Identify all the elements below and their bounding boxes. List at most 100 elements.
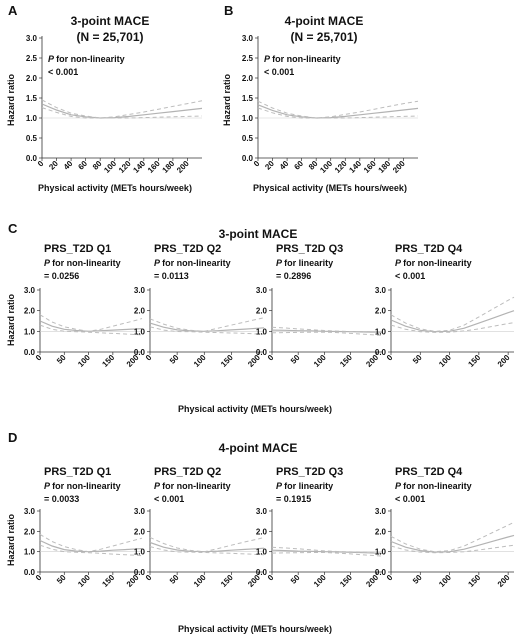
y-tick-label: 0.0	[375, 568, 387, 577]
ci-upper-line	[41, 99, 203, 119]
x-tick-label: 50	[168, 353, 181, 366]
y-tick-label: 3.0	[256, 286, 268, 295]
x-tick-label: 100	[192, 573, 208, 589]
y-tick-label: 2.0	[375, 307, 387, 316]
y-tick-label: 0.0	[256, 348, 268, 357]
x-tick-label: 150	[100, 573, 116, 589]
p-label: P for non-linearity	[44, 258, 121, 268]
y-tick-label: 3.0	[24, 507, 36, 516]
y-tick-label: 3.0	[134, 286, 146, 295]
p-label: P for non-linearity	[44, 481, 121, 491]
y-tick-label: 1.0	[375, 548, 387, 557]
y-tick-label: 3.0	[24, 286, 36, 295]
y-tick-label: 0.0	[242, 154, 254, 163]
chart-panel-d2: PRS_T2D Q3 P for linearity = 0.1915 0.0 1.0 2…	[256, 466, 383, 589]
subpanel-title: PRS_T2D Q1	[44, 466, 111, 478]
y-tick-label: 2.0	[24, 307, 36, 316]
x-tick-label: 0	[252, 159, 262, 169]
y-tick-label: 3.0	[375, 286, 387, 295]
y-tick-label: 3.0	[242, 34, 254, 43]
chart-panel-d1: PRS_T2D Q2 P for non-linearity < 0.001 0.0 1…	[134, 466, 265, 589]
hazard-ratio-line	[149, 541, 265, 553]
hazard-ratio-line	[149, 322, 265, 332]
y-tick-label: 3.0	[26, 34, 38, 43]
y-tick-label: 1.0	[134, 327, 146, 336]
ci-lower-line	[390, 544, 515, 554]
panel-d-xlabel: Physical activity (METs hours/week)	[178, 624, 332, 634]
subpanel-title: PRS_T2D Q4	[395, 243, 463, 255]
panel-c-ylabel: Hazard ratio	[6, 293, 16, 346]
chart-panel-d3: PRS_T2D Q4 P for non-linearity < 0.001 0.0 1…	[375, 466, 515, 589]
y-tick-label: 3.0	[375, 507, 387, 516]
y-tick-label: 1.0	[26, 114, 38, 123]
y-tick-label: 2.0	[134, 307, 146, 316]
panel-letter-c: C	[8, 221, 18, 236]
ci-upper-line	[271, 326, 383, 334]
x-tick-label: 140	[131, 159, 147, 175]
y-tick-label: 1.5	[26, 94, 38, 103]
ci-lower-line	[271, 552, 383, 557]
ci-lower-line	[390, 322, 515, 333]
x-tick-label: 60	[76, 159, 89, 172]
x-tick-label: 120	[333, 159, 349, 175]
ci-upper-line	[271, 546, 383, 554]
y-tick-label: 2.0	[242, 74, 254, 83]
y-tick-label: 1.0	[375, 327, 387, 336]
p-value: = 0.0113	[154, 271, 189, 281]
chart-panel-b: P for non-linearity < 0.001 0.0 0.5 1.0 1.5 2.…	[242, 34, 419, 175]
subpanel-title: PRS_T2D Q1	[44, 243, 111, 255]
hazard-ratio-line	[39, 320, 143, 332]
x-tick-label: 150	[219, 573, 235, 589]
x-tick-label: 0	[36, 159, 46, 169]
ci-upper-line	[149, 536, 265, 553]
panel-d-ylabel: Hazard ratio	[6, 513, 16, 566]
x-tick-label: 100	[437, 573, 453, 589]
x-tick-label: 150	[100, 353, 116, 369]
x-tick-label: 50	[411, 353, 424, 366]
y-tick-label: 0.0	[375, 348, 387, 357]
panel-b-xlabel: Physical activity (METs hours/week)	[253, 183, 407, 193]
panel-letter-b: B	[224, 3, 233, 18]
p-value: < 0.001	[395, 494, 425, 504]
x-tick-label: 180	[377, 159, 393, 175]
x-tick-label: 150	[466, 573, 482, 589]
x-tick-label: 150	[338, 353, 354, 369]
x-tick-label: 40	[278, 159, 291, 172]
x-tick-label: 0	[34, 573, 44, 583]
x-tick-label: 0	[266, 353, 276, 363]
panel-b-title: 4-point MACE	[285, 14, 364, 28]
panel-a-ylabel: Hazard ratio	[6, 73, 16, 126]
x-tick-label: 0	[385, 573, 395, 583]
x-tick-label: 60	[292, 159, 305, 172]
panels: P for non-linearity < 0.001 0.0 0.5 1.0 1.5 2.…	[24, 34, 515, 589]
p-label: P for non-linearity	[395, 481, 472, 491]
chart-panel-a: P for non-linearity < 0.001 0.0 0.5 1.0 1.5 2.…	[26, 34, 203, 175]
y-tick-label: 0.5	[242, 134, 254, 143]
x-tick-label: 50	[55, 353, 68, 366]
y-tick-label: 1.0	[24, 327, 36, 336]
panel-a-title: 3-point MACE	[71, 14, 150, 28]
y-tick-label: 3.0	[256, 507, 268, 516]
x-tick-label: 100	[318, 159, 334, 175]
ci-upper-line	[39, 533, 143, 553]
x-tick-label: 50	[411, 573, 424, 586]
x-tick-label: 0	[385, 353, 395, 363]
chart-panel-c2: PRS_T2D Q3 P for linearity = 0.2896 0.0 1.0 2…	[256, 243, 383, 369]
ci-upper-line	[257, 100, 419, 119]
p-label: P for non-linearity	[264, 54, 341, 64]
y-tick-label: 2.0	[26, 74, 38, 83]
x-tick-label: 100	[312, 353, 328, 369]
y-tick-label: 3.0	[134, 507, 146, 516]
subpanel-title: PRS_T2D Q3	[276, 466, 343, 478]
x-tick-label: 100	[192, 353, 208, 369]
panel-b-ylabel: Hazard ratio	[222, 73, 232, 126]
x-tick-label: 100	[437, 353, 453, 369]
y-tick-label: 2.0	[134, 527, 146, 536]
ci-lower-line	[41, 107, 203, 119]
subpanel-title: PRS_T2D Q3	[276, 243, 343, 255]
panel-letter-a: A	[8, 3, 18, 18]
x-tick-label: 160	[146, 159, 162, 175]
x-tick-label: 100	[102, 159, 118, 175]
ci-upper-line	[390, 296, 515, 332]
p-value: = 0.2896	[276, 271, 311, 281]
